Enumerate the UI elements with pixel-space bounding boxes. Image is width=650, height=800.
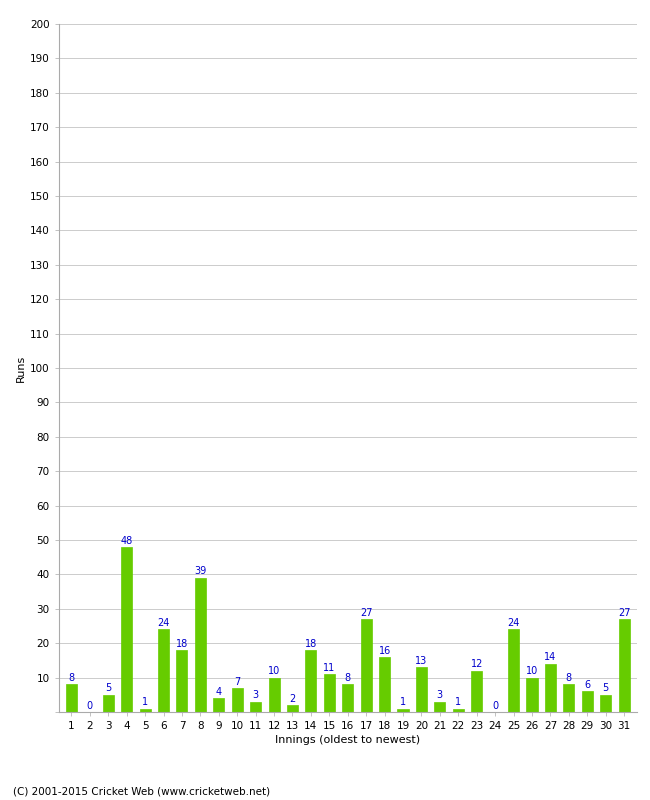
Text: 11: 11 [323,662,335,673]
Bar [176,650,187,712]
Bar [600,694,611,712]
Text: 8: 8 [68,673,75,683]
Bar [398,709,409,712]
Text: 12: 12 [471,659,483,670]
Bar [471,670,482,712]
Bar [361,619,372,712]
X-axis label: Innings (oldest to newest): Innings (oldest to newest) [275,735,421,745]
Text: 1: 1 [142,697,148,707]
Bar [324,674,335,712]
Text: 24: 24 [157,618,170,628]
Text: 48: 48 [120,535,133,546]
Bar [250,702,261,712]
Text: 6: 6 [584,680,590,690]
Text: 7: 7 [234,677,240,686]
Text: 27: 27 [618,608,630,618]
Bar [564,685,575,712]
Bar [619,619,630,712]
Bar [508,630,519,712]
Text: 1: 1 [400,697,406,707]
Text: 0: 0 [86,701,93,710]
Bar [231,688,242,712]
Text: 39: 39 [194,566,207,577]
Bar [342,685,354,712]
Text: 14: 14 [544,653,556,662]
Bar [158,630,169,712]
Bar [416,667,427,712]
Bar [582,691,593,712]
Text: 3: 3 [437,690,443,700]
Bar [140,709,151,712]
Bar [268,678,280,712]
Text: 8: 8 [566,673,572,683]
Text: 13: 13 [415,656,428,666]
Text: 27: 27 [360,608,372,618]
Bar [545,664,556,712]
Text: (C) 2001-2015 Cricket Web (www.cricketweb.net): (C) 2001-2015 Cricket Web (www.cricketwe… [13,786,270,796]
Bar [66,685,77,712]
Bar [287,705,298,712]
Text: 16: 16 [378,646,391,655]
Text: 4: 4 [216,687,222,697]
Text: 10: 10 [526,666,538,676]
Text: 2: 2 [289,694,296,704]
Bar [103,694,114,712]
Text: 1: 1 [455,697,461,707]
Text: 18: 18 [176,638,188,649]
Bar [213,698,224,712]
Text: 24: 24 [508,618,520,628]
Bar [121,547,132,712]
Text: 3: 3 [253,690,259,700]
Bar [434,702,445,712]
Text: 0: 0 [492,701,498,710]
Text: 5: 5 [105,683,111,694]
Text: 8: 8 [344,673,351,683]
Y-axis label: Runs: Runs [16,354,25,382]
Bar [526,678,538,712]
Text: 5: 5 [603,683,609,694]
Text: 10: 10 [268,666,280,676]
Bar [306,650,317,712]
Bar [453,709,464,712]
Text: 18: 18 [305,638,317,649]
Bar [379,657,390,712]
Bar [195,578,206,712]
